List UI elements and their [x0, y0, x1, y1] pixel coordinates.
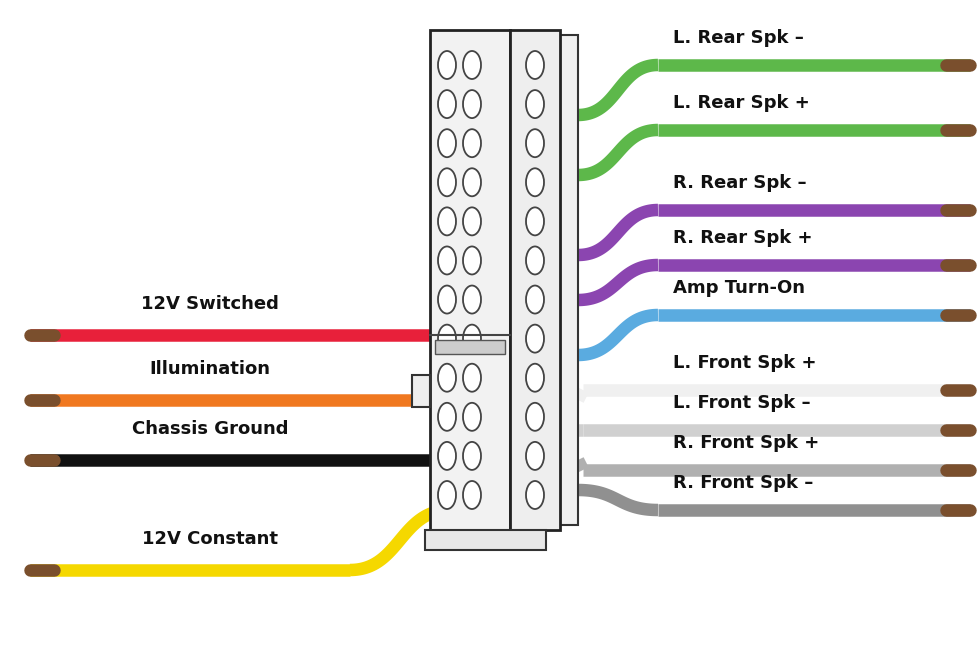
Ellipse shape — [438, 481, 455, 509]
Ellipse shape — [438, 285, 455, 313]
Ellipse shape — [462, 324, 481, 353]
Text: R. Rear Spk –: R. Rear Spk – — [672, 174, 806, 192]
Ellipse shape — [438, 442, 455, 470]
Ellipse shape — [438, 324, 455, 353]
Ellipse shape — [438, 51, 455, 79]
Ellipse shape — [438, 129, 455, 157]
Text: L. Front Spk –: L. Front Spk – — [672, 394, 810, 412]
Bar — [435, 340, 504, 354]
Ellipse shape — [438, 364, 455, 392]
Ellipse shape — [438, 403, 455, 431]
Ellipse shape — [526, 207, 543, 235]
Ellipse shape — [526, 403, 543, 431]
Bar — [509, 30, 560, 530]
Ellipse shape — [526, 364, 543, 392]
Text: 12V Constant: 12V Constant — [142, 530, 277, 548]
Text: Chassis Ground: Chassis Ground — [132, 420, 288, 438]
Ellipse shape — [462, 403, 481, 431]
Text: R. Rear Spk +: R. Rear Spk + — [672, 229, 812, 247]
Text: L. Front Spk +: L. Front Spk + — [672, 354, 816, 372]
Ellipse shape — [526, 168, 543, 196]
Ellipse shape — [526, 129, 543, 157]
Text: L. Rear Spk +: L. Rear Spk + — [672, 94, 809, 112]
Ellipse shape — [462, 90, 481, 118]
Bar — [411, 375, 430, 407]
Ellipse shape — [462, 481, 481, 509]
Ellipse shape — [438, 246, 455, 274]
Ellipse shape — [526, 90, 543, 118]
Ellipse shape — [462, 442, 481, 470]
Text: R. Front Spk –: R. Front Spk – — [672, 474, 813, 492]
Text: Illumination: Illumination — [149, 360, 271, 378]
Ellipse shape — [462, 246, 481, 274]
Text: L. Rear Spk –: L. Rear Spk – — [672, 29, 803, 47]
Ellipse shape — [526, 51, 543, 79]
Text: 12V Switched: 12V Switched — [141, 295, 278, 313]
Ellipse shape — [462, 168, 481, 196]
Bar — [425, 530, 545, 550]
Bar — [560, 35, 577, 525]
Ellipse shape — [462, 207, 481, 235]
Ellipse shape — [462, 364, 481, 392]
Ellipse shape — [526, 324, 543, 353]
Ellipse shape — [438, 168, 455, 196]
Text: Amp Turn-On: Amp Turn-On — [672, 279, 804, 297]
Ellipse shape — [462, 129, 481, 157]
Ellipse shape — [526, 481, 543, 509]
Ellipse shape — [462, 285, 481, 313]
Text: R. Front Spk +: R. Front Spk + — [672, 434, 819, 452]
Ellipse shape — [462, 51, 481, 79]
Bar — [430, 30, 509, 530]
Ellipse shape — [526, 442, 543, 470]
Ellipse shape — [526, 246, 543, 274]
Ellipse shape — [438, 207, 455, 235]
Ellipse shape — [438, 90, 455, 118]
Ellipse shape — [526, 285, 543, 313]
